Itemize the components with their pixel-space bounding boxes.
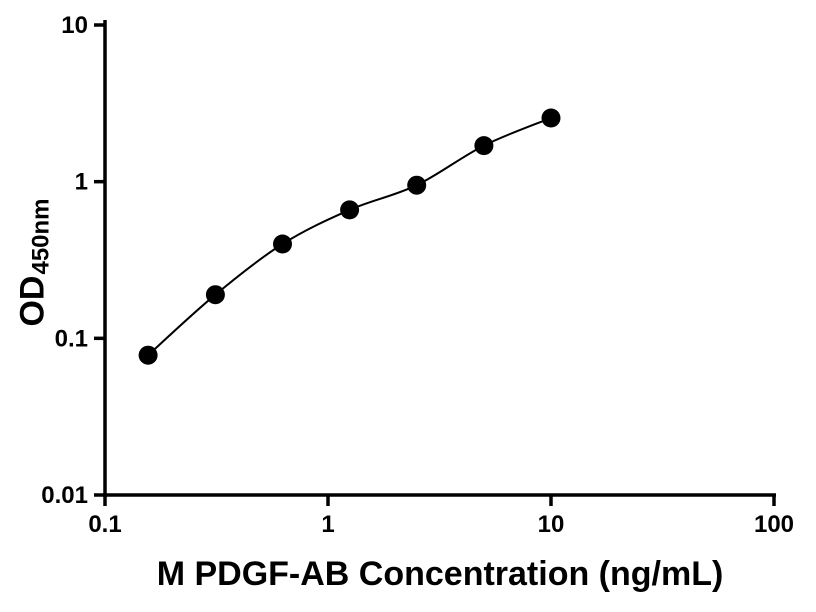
data-point (205, 285, 225, 305)
data-point (340, 200, 360, 220)
x-tick-label: 1 (321, 511, 334, 538)
y-axis-title-subscript: 450nm (27, 198, 55, 275)
y-tick-label: 0.01 (41, 482, 88, 509)
y-tick-label: 10 (61, 12, 88, 39)
fit-curve (147, 117, 552, 356)
data-point (273, 234, 292, 254)
x-tick-label: 10 (538, 511, 565, 538)
y-axis-title-main: OD (13, 275, 52, 327)
x-tick-label: 0.1 (88, 511, 121, 538)
data-point (138, 345, 158, 365)
x-axis-title: M PDGF-AB Concentration (ng/mL) (156, 555, 724, 593)
data-point (474, 136, 494, 156)
x-tick-label: 100 (754, 511, 794, 538)
y-tick-label: 1 (75, 169, 88, 196)
data-point (407, 175, 427, 195)
y-tick-label: 0.1 (55, 325, 88, 352)
data-point (541, 108, 561, 128)
y-axis-title: OD450nm (13, 198, 55, 327)
